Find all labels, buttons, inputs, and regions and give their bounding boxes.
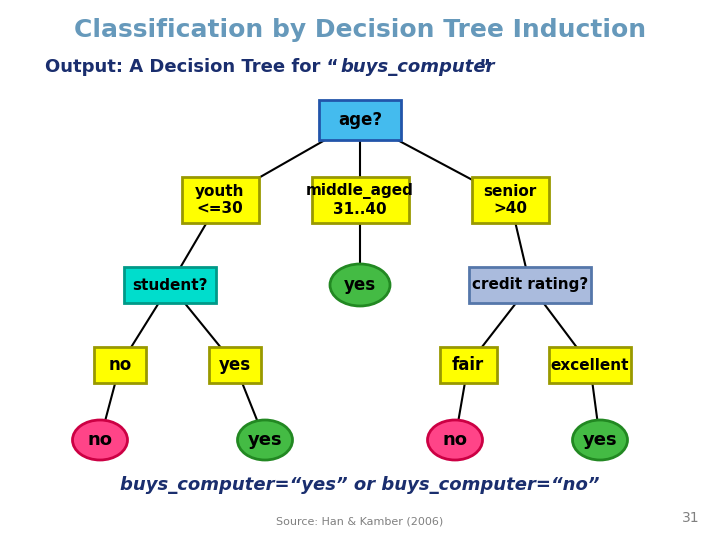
Text: no: no	[443, 431, 467, 449]
FancyBboxPatch shape	[181, 177, 258, 223]
Text: Classification by Decision Tree Induction: Classification by Decision Tree Inductio…	[74, 18, 646, 42]
Ellipse shape	[238, 420, 292, 460]
Ellipse shape	[330, 264, 390, 306]
FancyBboxPatch shape	[472, 177, 549, 223]
Text: no: no	[109, 356, 132, 374]
Text: student?: student?	[132, 278, 208, 293]
Text: age?: age?	[338, 111, 382, 129]
Text: Source: Han & Kamber (2006): Source: Han & Kamber (2006)	[276, 516, 444, 526]
Text: yes: yes	[248, 431, 282, 449]
Text: credit rating?: credit rating?	[472, 278, 588, 293]
FancyBboxPatch shape	[312, 177, 408, 223]
Text: yes: yes	[219, 356, 251, 374]
Ellipse shape	[572, 420, 628, 460]
FancyBboxPatch shape	[94, 347, 146, 383]
FancyBboxPatch shape	[439, 347, 497, 383]
Text: fair: fair	[452, 356, 484, 374]
Text: ”: ”	[478, 58, 490, 76]
Text: buys_computer=“yes” or buys_computer=“no”: buys_computer=“yes” or buys_computer=“no…	[120, 476, 600, 494]
Text: Output: A Decision Tree for “: Output: A Decision Tree for “	[45, 58, 338, 76]
Text: yes: yes	[582, 431, 617, 449]
Ellipse shape	[73, 420, 127, 460]
FancyBboxPatch shape	[549, 347, 631, 383]
Text: yes: yes	[344, 276, 376, 294]
FancyBboxPatch shape	[124, 267, 216, 303]
FancyBboxPatch shape	[209, 347, 261, 383]
Ellipse shape	[428, 420, 482, 460]
FancyBboxPatch shape	[469, 267, 591, 303]
Text: excellent: excellent	[551, 357, 629, 373]
Text: middle_aged
31..40: middle_aged 31..40	[306, 183, 414, 217]
Text: buys_computer: buys_computer	[340, 58, 495, 76]
Text: senior
>40: senior >40	[483, 184, 536, 216]
Text: youth
<=30: youth <=30	[195, 184, 245, 216]
Text: no: no	[88, 431, 112, 449]
Text: 31: 31	[683, 511, 700, 525]
FancyBboxPatch shape	[319, 100, 401, 140]
